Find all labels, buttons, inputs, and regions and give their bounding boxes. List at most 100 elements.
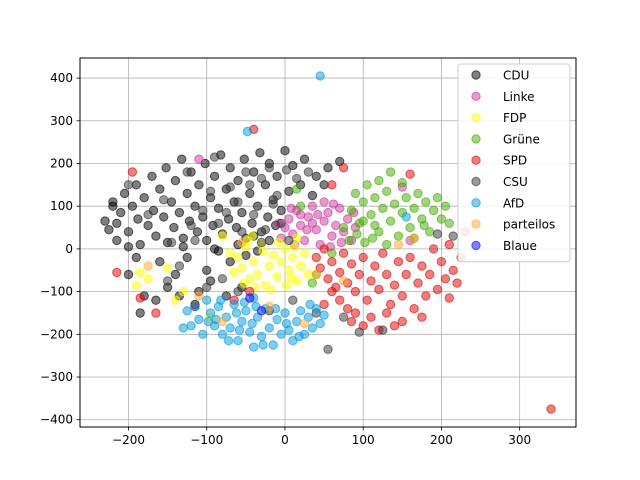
- data-point: [419, 220, 429, 231]
- legend-marker: [471, 240, 481, 251]
- x-tick-label: 100: [352, 433, 375, 447]
- data-point: [131, 280, 142, 290]
- data-point: [382, 308, 392, 318]
- data-point: [202, 235, 212, 246]
- data-point: [327, 231, 337, 241]
- data-point: [307, 323, 318, 333]
- data-point: [327, 257, 337, 267]
- data-point: [249, 167, 259, 177]
- data-point: [194, 314, 204, 325]
- y-tick-label: 0: [65, 242, 73, 256]
- data-point: [169, 222, 179, 233]
- data-point: [323, 344, 333, 354]
- data-point: [245, 180, 255, 190]
- data-point: [143, 261, 153, 271]
- data-point: [213, 246, 224, 256]
- data-point: [432, 284, 443, 295]
- data-point: [389, 199, 400, 209]
- data-point: [327, 286, 337, 297]
- data-point: [274, 237, 284, 248]
- data-point: [281, 318, 292, 329]
- legend-entry: AfD: [471, 196, 524, 210]
- data-point: [362, 180, 372, 190]
- data-point: [237, 263, 247, 273]
- data-point: [393, 231, 404, 241]
- x-tick-label: −100: [190, 433, 223, 447]
- data-point: [405, 169, 415, 179]
- data-point: [319, 180, 329, 190]
- legend: CDU Linke FDP Grüne SPD CSU AfD parteilos Blaue: [457, 63, 571, 263]
- data-point: [366, 276, 376, 286]
- data-point: [331, 220, 341, 231]
- data-point: [294, 331, 304, 342]
- data-point: [346, 316, 357, 327]
- legend-label: Linke: [503, 90, 535, 104]
- y-tick-label: 400: [50, 71, 73, 85]
- data-point: [205, 308, 216, 318]
- legend-label: Grüne: [503, 132, 540, 146]
- data-point: [299, 248, 310, 258]
- data-point: [338, 163, 349, 173]
- data-point: [170, 269, 181, 280]
- data-point: [182, 167, 192, 177]
- data-point: [440, 274, 451, 284]
- data-point: [263, 212, 273, 222]
- data-point: [272, 272, 282, 282]
- data-point: [354, 327, 364, 337]
- data-point: [143, 274, 153, 284]
- data-point: [354, 269, 364, 280]
- data-point: [338, 312, 349, 322]
- data-point: [256, 331, 267, 342]
- data-point: [286, 273, 296, 283]
- data-point: [311, 269, 321, 280]
- data-point: [225, 257, 235, 267]
- legend-label: FDP: [503, 111, 526, 125]
- data-point: [288, 295, 298, 305]
- data-point: [268, 340, 278, 350]
- data-point: [327, 180, 337, 190]
- data-point: [350, 286, 361, 297]
- legend-entry: FDP: [471, 111, 526, 125]
- data-point: [203, 316, 214, 327]
- data-point: [378, 325, 388, 335]
- data-point: [233, 197, 243, 207]
- data-point: [260, 225, 271, 235]
- data-point: [276, 205, 286, 216]
- data-point: [216, 295, 226, 305]
- data-point: [319, 197, 329, 207]
- data-point: [151, 231, 161, 241]
- data-point: [401, 193, 411, 203]
- data-point: [249, 257, 259, 267]
- data-point: [239, 154, 250, 164]
- data-point: [385, 216, 396, 226]
- data-point: [385, 299, 396, 310]
- data-point: [266, 284, 276, 295]
- data-point: [323, 207, 333, 218]
- data-point: [338, 276, 349, 286]
- data-point: [209, 152, 220, 162]
- data-point: [338, 222, 349, 233]
- data-point: [393, 257, 404, 267]
- data-point: [360, 237, 370, 248]
- data-point: [194, 291, 204, 301]
- data-point: [307, 278, 318, 288]
- data-point: [366, 312, 376, 322]
- data-point: [231, 308, 242, 318]
- data-point: [389, 321, 400, 331]
- data-point: [319, 310, 329, 320]
- legend-entry: SPD: [471, 154, 527, 168]
- data-point: [299, 235, 310, 246]
- data-point: [213, 218, 224, 229]
- data-point: [100, 216, 110, 226]
- data-point: [245, 188, 255, 199]
- data-point: [123, 269, 134, 280]
- data-point: [151, 295, 161, 305]
- data-point: [421, 291, 431, 301]
- data-point: [229, 267, 239, 278]
- data-point: [170, 175, 181, 186]
- data-point: [436, 257, 447, 267]
- data-point: [397, 178, 407, 188]
- legend-entry: Linke: [471, 90, 535, 104]
- data-point: [166, 197, 177, 207]
- data-point: [295, 201, 306, 211]
